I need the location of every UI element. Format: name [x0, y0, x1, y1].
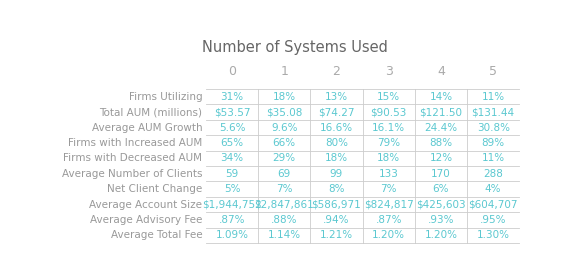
Text: 2: 2	[332, 65, 340, 78]
Text: 9.6%: 9.6%	[271, 123, 298, 133]
Text: Average Advisory Fee: Average Advisory Fee	[90, 215, 202, 225]
Text: 11%: 11%	[482, 92, 505, 102]
Text: 89%: 89%	[482, 138, 505, 148]
Text: $35.08: $35.08	[266, 107, 302, 117]
Text: 66%: 66%	[272, 138, 296, 148]
Text: 5.6%: 5.6%	[219, 123, 245, 133]
Text: 7%: 7%	[381, 184, 397, 194]
Text: Firms with Decreased AUM: Firms with Decreased AUM	[63, 153, 202, 163]
Text: 288: 288	[483, 169, 503, 179]
Text: 16.1%: 16.1%	[372, 123, 406, 133]
Text: Average Total Fee: Average Total Fee	[111, 230, 202, 240]
Text: 18%: 18%	[325, 153, 348, 163]
Text: 4%: 4%	[485, 184, 502, 194]
Text: 5%: 5%	[224, 184, 240, 194]
Text: .88%: .88%	[271, 215, 298, 225]
Text: 18%: 18%	[377, 153, 400, 163]
Text: 7%: 7%	[276, 184, 293, 194]
Text: .94%: .94%	[323, 215, 350, 225]
Text: 13%: 13%	[325, 92, 348, 102]
Text: 1.14%: 1.14%	[268, 230, 301, 240]
Text: 0: 0	[228, 65, 236, 78]
Text: 1.20%: 1.20%	[372, 230, 406, 240]
Text: 1.30%: 1.30%	[477, 230, 510, 240]
Text: 65%: 65%	[221, 138, 244, 148]
Text: 6%: 6%	[433, 184, 449, 194]
Text: Average AUM Growth: Average AUM Growth	[92, 123, 202, 133]
Text: 80%: 80%	[325, 138, 348, 148]
Text: Firms with Increased AUM: Firms with Increased AUM	[68, 138, 202, 148]
Text: Net Client Change: Net Client Change	[107, 184, 202, 194]
Text: $121.50: $121.50	[419, 107, 463, 117]
Text: Average Account Size: Average Account Size	[89, 200, 202, 210]
Text: .87%: .87%	[219, 215, 245, 225]
Text: Firms Utilizing: Firms Utilizing	[128, 92, 202, 102]
Text: 8%: 8%	[328, 184, 345, 194]
Text: 30.8%: 30.8%	[477, 123, 510, 133]
Text: 99: 99	[330, 169, 343, 179]
Text: 170: 170	[431, 169, 451, 179]
Text: $2,847,861: $2,847,861	[255, 200, 314, 210]
Text: Average Number of Clients: Average Number of Clients	[62, 169, 202, 179]
Text: 18%: 18%	[272, 92, 296, 102]
Text: $824,817: $824,817	[364, 200, 414, 210]
Text: $90.53: $90.53	[370, 107, 407, 117]
Text: $425,603: $425,603	[416, 200, 466, 210]
Text: 29%: 29%	[272, 153, 296, 163]
Text: 59: 59	[225, 169, 238, 179]
Text: 1.09%: 1.09%	[215, 230, 248, 240]
Text: .87%: .87%	[376, 215, 402, 225]
Text: 14%: 14%	[429, 92, 453, 102]
Text: 15%: 15%	[377, 92, 400, 102]
Text: $74.27: $74.27	[319, 107, 355, 117]
Text: 79%: 79%	[377, 138, 400, 148]
Text: Number of Systems Used: Number of Systems Used	[202, 40, 388, 55]
Text: 3: 3	[385, 65, 393, 78]
Text: 11%: 11%	[482, 153, 505, 163]
Text: 1.20%: 1.20%	[425, 230, 457, 240]
Text: 12%: 12%	[429, 153, 453, 163]
Text: 31%: 31%	[221, 92, 244, 102]
Text: 5: 5	[489, 65, 497, 78]
Text: $1,944,752: $1,944,752	[202, 200, 262, 210]
Text: $604,707: $604,707	[468, 200, 518, 210]
Text: 88%: 88%	[429, 138, 453, 148]
Text: 16.6%: 16.6%	[320, 123, 353, 133]
Text: .93%: .93%	[428, 215, 454, 225]
Text: $131.44: $131.44	[472, 107, 515, 117]
Text: Total AUM (millions): Total AUM (millions)	[99, 107, 202, 117]
Text: 4: 4	[437, 65, 445, 78]
Text: 24.4%: 24.4%	[425, 123, 457, 133]
Text: 69: 69	[278, 169, 291, 179]
Text: 1: 1	[281, 65, 288, 78]
Text: 1.21%: 1.21%	[320, 230, 353, 240]
Text: $53.57: $53.57	[214, 107, 251, 117]
Text: $586,971: $586,971	[312, 200, 361, 210]
Text: .95%: .95%	[480, 215, 506, 225]
Text: 133: 133	[379, 169, 399, 179]
Text: 34%: 34%	[221, 153, 244, 163]
